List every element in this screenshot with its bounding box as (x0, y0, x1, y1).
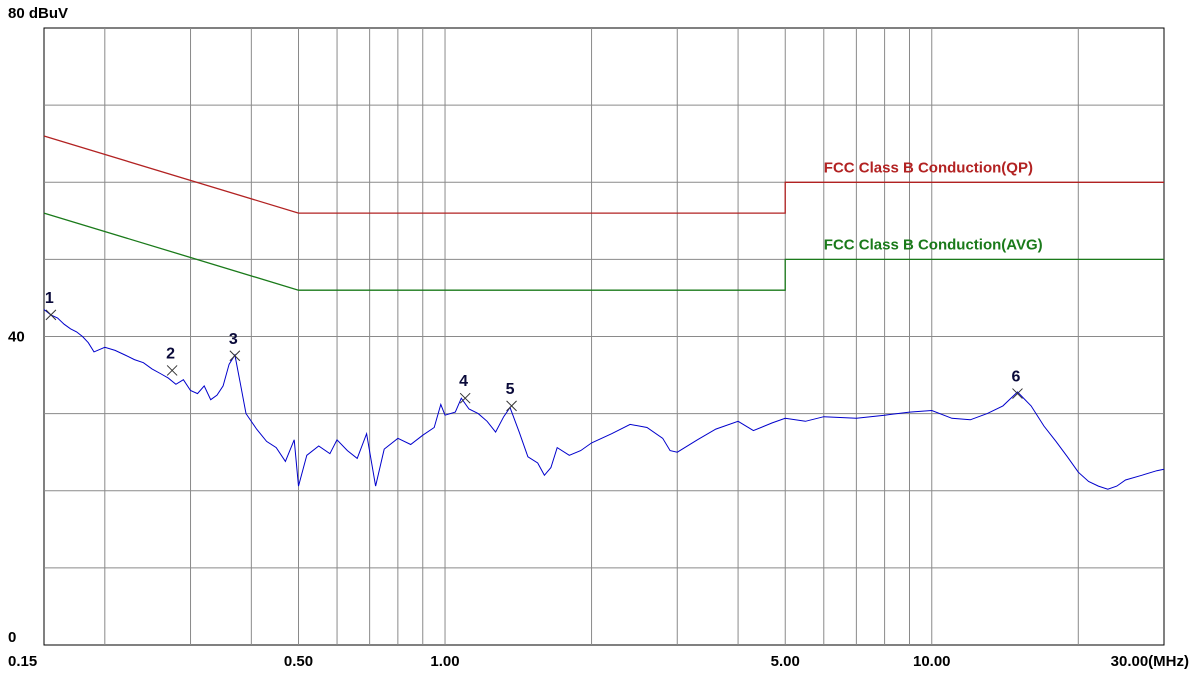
x-tick-label: 30.00(MHz) (1111, 653, 1189, 670)
marker: 3 (229, 331, 241, 362)
marker-cross (459, 392, 471, 404)
markers: 1 2 3 4 5 6 (45, 290, 1023, 412)
x-tick-label: 0.50 (284, 653, 313, 670)
marker-cross (229, 350, 241, 362)
marker-cross (45, 309, 57, 321)
marker: 4 (459, 373, 471, 404)
limit-line-label: FCC Class B Conduction(QP) (824, 159, 1033, 176)
x-tick-label: 10.00 (913, 653, 951, 670)
x-tick-label: 1.00 (430, 653, 459, 670)
marker-cross (1012, 388, 1023, 399)
x-tick-label: 5.00 (771, 653, 800, 670)
marker-label: 5 (506, 381, 515, 398)
marker: 1 (45, 290, 57, 321)
marker-label: 1 (45, 290, 54, 307)
marker-label: 4 (459, 373, 468, 390)
limit-lines: FCC Class B Conduction(QP) FCC Class B Co… (43, 135, 1164, 291)
limit-line (43, 212, 1164, 291)
marker-label: 2 (166, 345, 175, 362)
emission-trace (43, 309, 1165, 490)
marker-cross (506, 400, 517, 412)
y-tick-label: 80 dBuV (8, 5, 68, 22)
x-tick-label: 0.15 (8, 653, 37, 670)
limit-line-label: FCC Class B Conduction(AVG) (824, 236, 1043, 253)
axis-labels: 80 dBuV 40 0 0.15 0.50 1.00 5.00 10.00 30.00(MHz… (8, 5, 1189, 670)
marker: 6 (1011, 369, 1023, 399)
marker-label: 6 (1011, 369, 1020, 386)
limit-line (43, 135, 1164, 214)
marker-cross (166, 365, 178, 376)
series-line (43, 309, 1165, 490)
marker: 5 (506, 381, 517, 412)
marker: 2 (166, 345, 178, 376)
y-tick-label: 40 (8, 329, 25, 346)
y-tick-label: 0 (8, 629, 16, 646)
grid (43, 27, 1165, 646)
marker-label: 3 (229, 331, 238, 348)
